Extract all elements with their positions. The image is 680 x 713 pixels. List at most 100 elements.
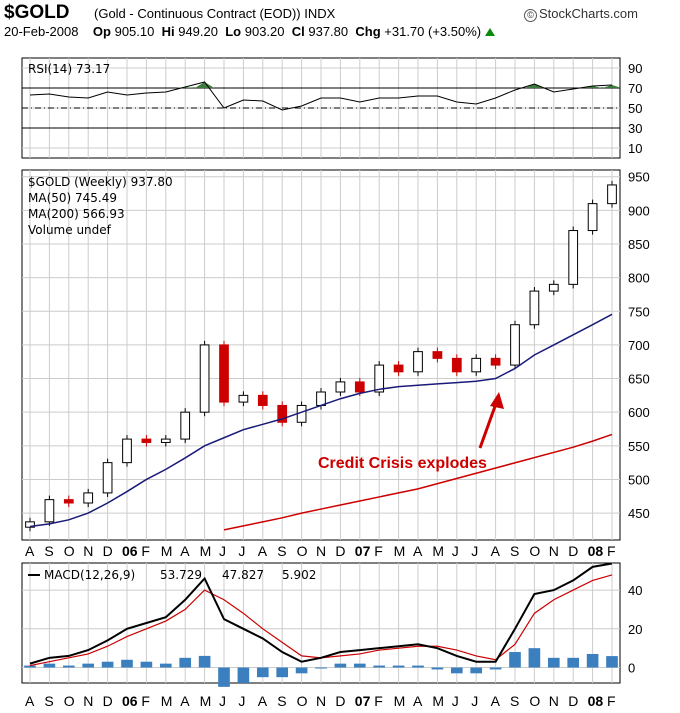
x-tick-label: S (277, 543, 286, 559)
y-tick-label: 800 (628, 271, 650, 286)
macd-histogram-bar (606, 656, 618, 668)
macd-histogram-bar (43, 663, 56, 668)
macd-histogram-bar (547, 657, 560, 668)
x-tick-label: 06 (122, 693, 138, 709)
y-tick-label: 90 (628, 61, 642, 76)
up-arrow-icon (485, 28, 496, 36)
quote-line: 20-Feb-2008 Op 905.10 Hi 949.20 Lo 903.2… (4, 24, 496, 39)
macd-histogram-bar (24, 665, 36, 668)
candle-body (25, 521, 35, 528)
y-tick-label: 50 (628, 101, 642, 116)
macd-histogram-bar (315, 667, 327, 669)
x-tick-label: N (83, 543, 93, 559)
candle-body (451, 357, 462, 373)
annotation-arrowhead (490, 392, 504, 409)
macd-histogram-bar (62, 665, 75, 668)
candle-body (316, 391, 326, 406)
x-tick-label: O (64, 543, 75, 559)
x-tick-label: S (510, 693, 519, 709)
macd-histogram-bar (392, 665, 405, 668)
x-tick-label: A (413, 543, 423, 559)
candle-body (529, 290, 540, 326)
x-tick-label: N (83, 693, 93, 709)
x-tick-label: M (161, 693, 173, 709)
x-tick-label: F (607, 543, 616, 559)
low-value: 903.20 (244, 24, 285, 39)
macd-histogram-bar (489, 667, 502, 670)
x-tick-label: J (238, 693, 245, 709)
macd-histogram-bar (353, 663, 366, 668)
y-tick-label: 650 (628, 372, 650, 387)
macd-histogram-bar (218, 667, 230, 687)
x-tick-label: J (471, 693, 478, 709)
x-tick-label: A (491, 543, 501, 559)
ma200-legend: MA(200) 566.93 (28, 207, 125, 221)
x-tick-label: A (180, 543, 190, 559)
x-tick-label: S (44, 693, 53, 709)
x-tick-label: 07 (355, 693, 371, 709)
y-tick-label: 950 (628, 170, 650, 185)
x-tick-label: 07 (355, 543, 371, 559)
x-tick-label: N (549, 543, 559, 559)
x-tick-label: S (277, 693, 286, 709)
x-tick-label: J (452, 693, 459, 709)
macd-histogram-bar (121, 659, 133, 668)
x-tick-label: D (568, 543, 578, 559)
y-tick-label: 30 (628, 121, 642, 136)
x-tick-label: O (64, 693, 75, 709)
y-tick-label: 550 (628, 439, 650, 454)
y-tick-label: 10 (628, 141, 642, 156)
candle-body (238, 394, 249, 403)
candle-body (607, 184, 617, 205)
close-value: 937.80 (308, 24, 349, 39)
macd-histogram-bar (431, 667, 444, 670)
macd-histogram-bar (256, 667, 269, 678)
x-tick-label: O (297, 543, 308, 559)
candle-body (335, 381, 346, 393)
x-tick-label: A (491, 693, 501, 709)
y-tick-label: 450 (628, 506, 650, 521)
x-tick-label: O (297, 693, 308, 709)
x-tick-label: A (258, 693, 268, 709)
y-tick-label: 20 (628, 622, 642, 637)
annotation-text: Credit Crisis explodes (318, 455, 487, 472)
x-tick-label: F (374, 543, 383, 559)
y-tick-label: 40 (628, 583, 642, 598)
x-tick-label: S (44, 543, 53, 559)
symbol: $GOLD (4, 2, 70, 23)
x-tick-label: F (374, 693, 383, 709)
instrument-name: (Gold - Continuous Contract (EOD)) INDX (94, 6, 336, 21)
x-tick-label: A (25, 543, 35, 559)
x-tick-label: S (510, 543, 519, 559)
candle-body (393, 364, 404, 373)
x-tick-label: A (413, 693, 423, 709)
x-tick-label: D (335, 543, 345, 559)
y-tick-label: 900 (628, 203, 650, 218)
y-tick-label: 70 (628, 81, 642, 96)
macd-signal-value: 47.827 (222, 568, 264, 582)
y-tick-label: 0 (628, 661, 635, 676)
macd-histogram-bar (101, 661, 114, 668)
x-tick-label: O (529, 693, 540, 709)
macd-histogram-value: 5.902 (282, 568, 316, 582)
candle-body (122, 438, 132, 464)
y-tick-label: 700 (628, 338, 650, 353)
candle-body (548, 283, 559, 292)
candle-body (277, 404, 288, 423)
x-tick-label: A (180, 693, 190, 709)
x-tick-label: N (549, 693, 559, 709)
x-tick-label: 06 (122, 543, 138, 559)
candle-body (160, 438, 171, 443)
x-tick-label: N (316, 543, 326, 559)
candle-body (180, 411, 191, 440)
x-tick-label: D (103, 543, 113, 559)
candle-body (413, 351, 423, 373)
x-tick-label: A (25, 693, 35, 709)
copyright-icon: © (524, 9, 538, 22)
macd-histogram-bar (334, 663, 347, 668)
macd-histogram-bar (450, 667, 463, 674)
x-tick-label: N (316, 693, 326, 709)
candle-body (354, 381, 365, 393)
macd-histogram-bar (82, 663, 95, 668)
x-tick-label: O (529, 543, 540, 559)
